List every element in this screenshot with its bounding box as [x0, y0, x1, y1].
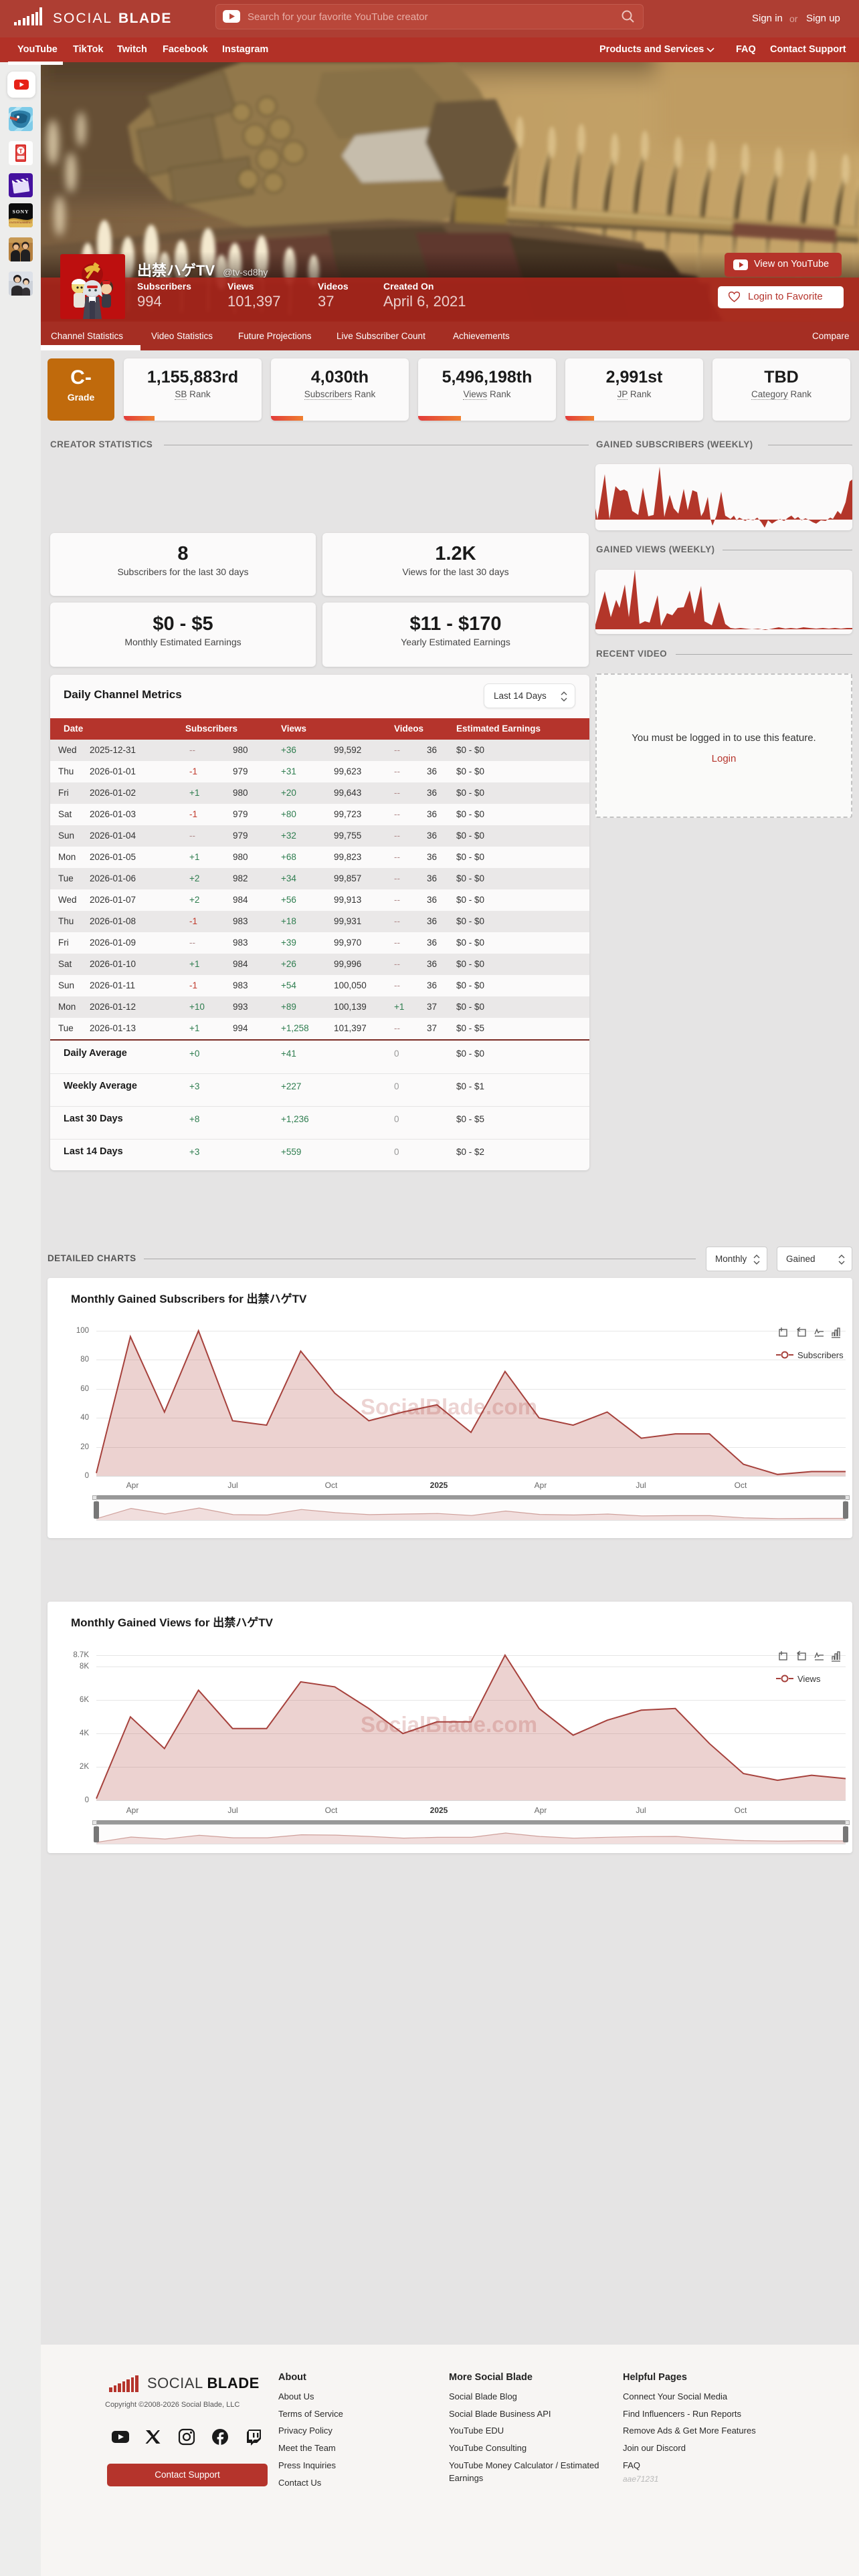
- svg-text:ENTERTAINMENT: ENTERTAINMENT: [9, 221, 32, 224]
- svg-text:SONY: SONY: [13, 209, 29, 215]
- svg-text:T: T: [19, 148, 23, 154]
